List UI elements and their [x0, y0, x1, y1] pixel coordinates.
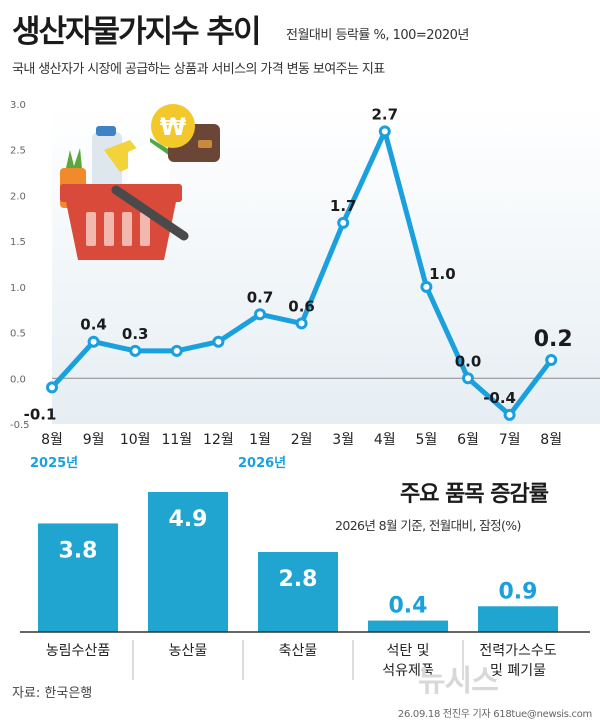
- bar-chart-subtitle: 2026년 8월 기준, 전월대비, 잠정(%): [335, 518, 521, 533]
- x-tick-label: 1월: [249, 432, 271, 448]
- line-chart: 3.0 2.5 2.0 1.5 1.0 0.5 0.0 -0.5 8월 9월 10월 11월 12월 1…: [10, 100, 600, 471]
- x-tick-label: 7월: [499, 432, 521, 448]
- bar: [258, 552, 338, 632]
- x-tick-label: 3월: [332, 432, 354, 448]
- data-point: [545, 354, 558, 366]
- y-tick-label: 2.0: [10, 191, 26, 202]
- bar-category-label: 축산물: [279, 643, 318, 659]
- credit-line: 26.09.18 전진우 기자 618tue@newsis.com: [397, 709, 592, 720]
- y-tick-label: 2.5: [10, 146, 26, 157]
- source-note: 자료: 한국은행: [12, 686, 93, 701]
- data-point: [503, 408, 516, 421]
- x-tick-label: 9월: [83, 432, 105, 448]
- data-point: [87, 335, 100, 348]
- bar-value-label: 0.4: [389, 594, 428, 619]
- x-tick-label: 5월: [416, 432, 438, 448]
- year-label: 2025년: [30, 456, 78, 471]
- data-label: 2.7: [372, 105, 399, 123]
- data-label: 0.4: [80, 316, 107, 334]
- x-tick-label: 6월: [457, 432, 479, 448]
- bar-category-label: 전력가스수도: [479, 643, 556, 659]
- y-tick-label: -0.5: [10, 420, 30, 431]
- header: 생산자물가지수 추이 전월대비 등락률 %, 100=2020년 국내 생산자가…: [0, 0, 600, 92]
- x-tick-label: 2월: [291, 432, 313, 448]
- y-tick-label: 1.5: [10, 237, 26, 248]
- data-label: -0.1: [24, 405, 57, 423]
- x-tick-label: 8월: [540, 432, 562, 448]
- data-point: [295, 317, 308, 330]
- data-label: 0.0: [455, 352, 482, 370]
- bar: [368, 620, 448, 632]
- y-tick-label: 1.0: [10, 283, 26, 294]
- data-label: 0.7: [247, 288, 274, 306]
- bar-value-label: 3.8: [59, 538, 98, 563]
- year-label: 2026년: [238, 456, 286, 471]
- y-tick-label: 0.5: [10, 329, 26, 340]
- data-label: 0.2: [534, 327, 573, 352]
- data-point: [46, 381, 58, 394]
- bar-value-label: 2.8: [279, 567, 318, 592]
- y-tick-label: 3.0: [10, 100, 26, 111]
- svg-text:₩: ₩: [160, 113, 187, 141]
- x-tick-label: 4월: [374, 432, 396, 448]
- data-point: [170, 344, 183, 357]
- bar-category-label: 농산물: [169, 643, 208, 659]
- bar-category-label: 석유제품: [382, 663, 434, 679]
- data-label: -0.4: [483, 389, 516, 407]
- chart-title: 생산자물가지수 추이: [12, 14, 261, 50]
- watermark-logo: 뉴시스: [418, 664, 499, 699]
- x-tick-label: 12월: [203, 432, 234, 448]
- bar-category-label: 농림수산품: [46, 643, 111, 659]
- bar-value-label: 0.9: [499, 579, 538, 604]
- bar: [148, 492, 228, 632]
- data-point: [378, 125, 391, 138]
- x-axis: 8월 9월 10월 11월 12월 1월 2월 3월 4월 5월 6월 7월 8월 2025년 2026년: [30, 432, 562, 471]
- bar: [38, 523, 118, 632]
- x-tick-label: 10월: [120, 432, 151, 448]
- data-label: 0.3: [122, 325, 149, 343]
- x-tick-label: 8월: [41, 432, 63, 448]
- data-label: 0.6: [288, 297, 315, 315]
- data-label: 1.7: [330, 197, 357, 215]
- y-tick-label: 0.0: [10, 374, 26, 385]
- unit-label: 전월대비 등락률 %, 100=2020년: [286, 28, 469, 43]
- bar-category-label: 및 폐기물: [490, 663, 546, 679]
- bar-value-label: 4.9: [169, 507, 208, 532]
- chart-subtitle: 국내 생산자가 시장에 공급하는 상품과 서비스의 가격 변동 보여주는 지표: [12, 62, 385, 77]
- x-tick-label: 11월: [161, 432, 192, 448]
- data-point: [254, 308, 266, 321]
- data-point: [212, 335, 225, 348]
- y-axis: 3.0 2.5 2.0 1.5 1.0 0.5 0.0 -0.5: [10, 100, 600, 431]
- data-point: [420, 280, 433, 293]
- data-point: [462, 372, 474, 385]
- basket-illustration: ₩: [60, 104, 220, 260]
- line-series: -0.1 0.4 0.3 0.7 0.6 1.7 2.7 1.0 0.0 -0.4 0.2: [24, 105, 573, 423]
- bar-chart-title: 주요 품목 증감률: [400, 482, 549, 507]
- bar: [478, 606, 558, 632]
- data-label: 1.0: [429, 265, 456, 283]
- data-point: [129, 344, 142, 357]
- data-point: [337, 216, 350, 229]
- bar-category-label: 석탄 및: [386, 643, 429, 659]
